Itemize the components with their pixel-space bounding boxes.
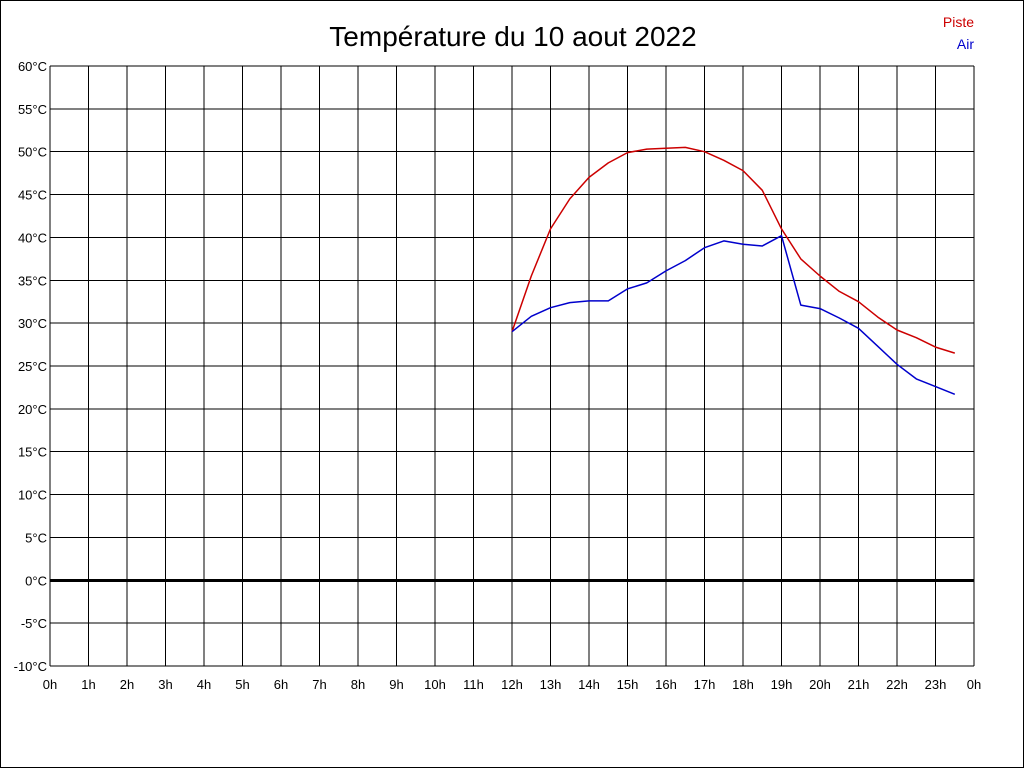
y-axis-labels: 60°C 55°C 50°C 45°C 40°C 35°C 30°C 25°C 20°C 15°C… xyxy=(14,59,47,674)
x-tick-label: 8h xyxy=(351,677,365,692)
x-tick-label: 9h xyxy=(389,677,403,692)
y-tick-label: 50°C xyxy=(18,145,47,160)
y-tick-label: 10°C xyxy=(18,488,47,503)
legend-entry-air: Air xyxy=(957,36,974,52)
x-tick-label: 18h xyxy=(732,677,754,692)
y-tick-label: 5°C xyxy=(25,530,47,545)
y-tick-label: 20°C xyxy=(18,402,47,417)
chart-title: Température du 10 aout 2022 xyxy=(329,21,696,52)
x-tick-label: 14h xyxy=(578,677,600,692)
y-tick-label: 15°C xyxy=(18,445,47,460)
legend: Piste Air xyxy=(943,14,974,52)
x-tick-label: 16h xyxy=(655,677,677,692)
y-tick-label: -5°C xyxy=(21,616,47,631)
x-tick-label: 21h xyxy=(848,677,870,692)
x-tick-label: 6h xyxy=(274,677,288,692)
x-tick-label: 20h xyxy=(809,677,831,692)
x-tick-label: 22h xyxy=(886,677,908,692)
x-tick-label: 10h xyxy=(424,677,446,692)
x-tick-label: 19h xyxy=(771,677,793,692)
x-tick-label: 0h xyxy=(43,677,57,692)
x-tick-label: 1h xyxy=(81,677,95,692)
x-tick-label: 11h xyxy=(463,677,484,692)
y-tick-label: 25°C xyxy=(18,359,47,374)
y-tick-label: 0°C xyxy=(25,573,47,588)
series-line-piste xyxy=(511,146,956,354)
x-tick-label: 23h xyxy=(925,677,947,692)
x-tick-label: 4h xyxy=(197,677,211,692)
series-lines xyxy=(511,146,956,395)
legend-entry-piste: Piste xyxy=(943,14,974,30)
y-tick-label: 35°C xyxy=(18,273,47,288)
series-line-air xyxy=(511,234,956,395)
x-tick-label: 17h xyxy=(694,677,716,692)
y-tick-label: 40°C xyxy=(18,230,47,245)
x-axis-labels: 0h 1h 2h 3h 4h 5h 6h 7h 8h 9h 10h 11h 12h 13h 14h 15h 16… xyxy=(43,677,981,692)
x-tick-label: 12h xyxy=(501,677,523,692)
y-tick-label: 30°C xyxy=(18,316,47,331)
x-tick-label: 5h xyxy=(235,677,249,692)
x-tick-label: 0h xyxy=(967,677,981,692)
y-tick-label: 60°C xyxy=(18,59,47,74)
x-tick-label: 3h xyxy=(158,677,172,692)
y-tick-label: -10°C xyxy=(14,659,47,674)
x-tick-label: 7h xyxy=(312,677,326,692)
y-tick-label: 55°C xyxy=(18,102,47,117)
x-tick-label: 15h xyxy=(617,677,639,692)
y-tick-label: 45°C xyxy=(18,188,47,203)
grid xyxy=(49,65,975,667)
x-tick-label: 13h xyxy=(540,677,562,692)
x-tick-label: 2h xyxy=(120,677,134,692)
